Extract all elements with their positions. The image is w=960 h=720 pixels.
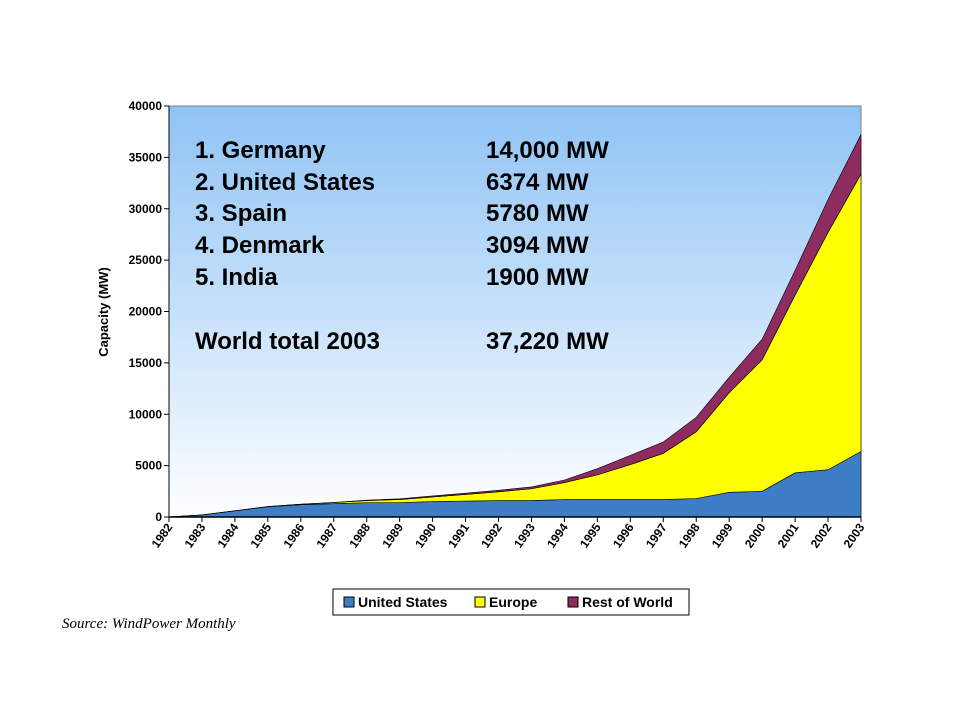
- area-rest-of-world: [168, 134, 862, 518]
- x-axis-ticks: 1982 1983 1984 1985 1986 1987 1988 1989 1990 1991…: [149, 517, 868, 551]
- annotation-label: 3. Spain: [195, 200, 287, 227]
- x-tick-label: 1989: [379, 520, 406, 550]
- x-tick-label: 1990: [412, 520, 439, 550]
- legend-swatch-united-states: [343, 596, 355, 608]
- x-tick-label: 1995: [577, 520, 604, 550]
- ranking-annotation: 1. Germany 14,000 MW 2. United States 6374 …: [195, 137, 609, 355]
- y-tick-label: 25000: [129, 253, 163, 267]
- legend-label-rest-of-world: Rest of World: [582, 594, 673, 610]
- annotation-value: 1900 MW: [486, 264, 589, 291]
- x-tick-label: 1994: [544, 520, 571, 550]
- legend-label-europe: Europe: [489, 594, 537, 610]
- x-tick-label: 1993: [511, 520, 538, 550]
- x-tick-label: 1996: [610, 520, 637, 550]
- y-tick-label: 40000: [129, 99, 163, 113]
- x-tick-label: 1992: [478, 520, 505, 550]
- annotation-label: 5. India: [195, 264, 278, 291]
- y-tick-label: 20000: [129, 305, 163, 319]
- y-axis-label: Capacity (MW): [96, 267, 111, 357]
- y-axis-ticks: 0 5000 10000 15000 20000 25000 30000 35000 40000: [129, 99, 169, 524]
- x-tick-label: 1985: [248, 520, 275, 550]
- annotation-label: 1. Germany: [195, 137, 326, 164]
- y-tick-label: 10000: [129, 407, 163, 421]
- annotation-label: 4. Denmark: [195, 232, 325, 259]
- y-tick-label: 0: [155, 510, 162, 524]
- annotation-value: 3094 MW: [486, 232, 589, 259]
- legend-swatch-europe: [474, 596, 486, 608]
- y-tick-label: 15000: [129, 356, 163, 370]
- x-tick-label: 1983: [182, 520, 209, 550]
- y-tick-label: 5000: [135, 459, 162, 473]
- x-tick-label: 2003: [841, 520, 868, 550]
- annotation-value: 5780 MW: [486, 200, 589, 227]
- legend-label-united-states: United States: [358, 594, 448, 610]
- annotation-label: 2. United States: [195, 169, 375, 196]
- x-tick-label: 1984: [215, 520, 242, 550]
- x-tick-label: 1991: [445, 520, 472, 550]
- legend-swatch-rest-of-world: [567, 596, 579, 608]
- x-tick-label: 1999: [709, 520, 736, 550]
- x-tick-label: 2001: [775, 520, 802, 550]
- x-tick-label: 1998: [676, 520, 703, 550]
- legend: United States Europe Rest of World: [332, 588, 690, 616]
- x-tick-label: 1986: [280, 520, 307, 550]
- x-tick-label: 2000: [742, 520, 769, 550]
- x-tick-label: 1997: [643, 520, 670, 550]
- legend-box: [332, 588, 690, 616]
- y-tick-label: 35000: [129, 150, 163, 164]
- annotation-label: World total 2003: [195, 328, 380, 355]
- y-tick-label: 30000: [129, 202, 163, 216]
- x-tick-label: 1988: [346, 520, 373, 550]
- annotation-value: 6374 MW: [486, 169, 589, 196]
- annotation-value: 14,000 MW: [486, 137, 609, 164]
- annotation-value: 37,220 MW: [486, 328, 609, 355]
- x-tick-label: 1982: [149, 520, 176, 550]
- source-note: Source: WindPower Monthly: [62, 616, 236, 632]
- x-tick-label: 1987: [313, 520, 340, 550]
- x-tick-label: 2002: [808, 520, 835, 550]
